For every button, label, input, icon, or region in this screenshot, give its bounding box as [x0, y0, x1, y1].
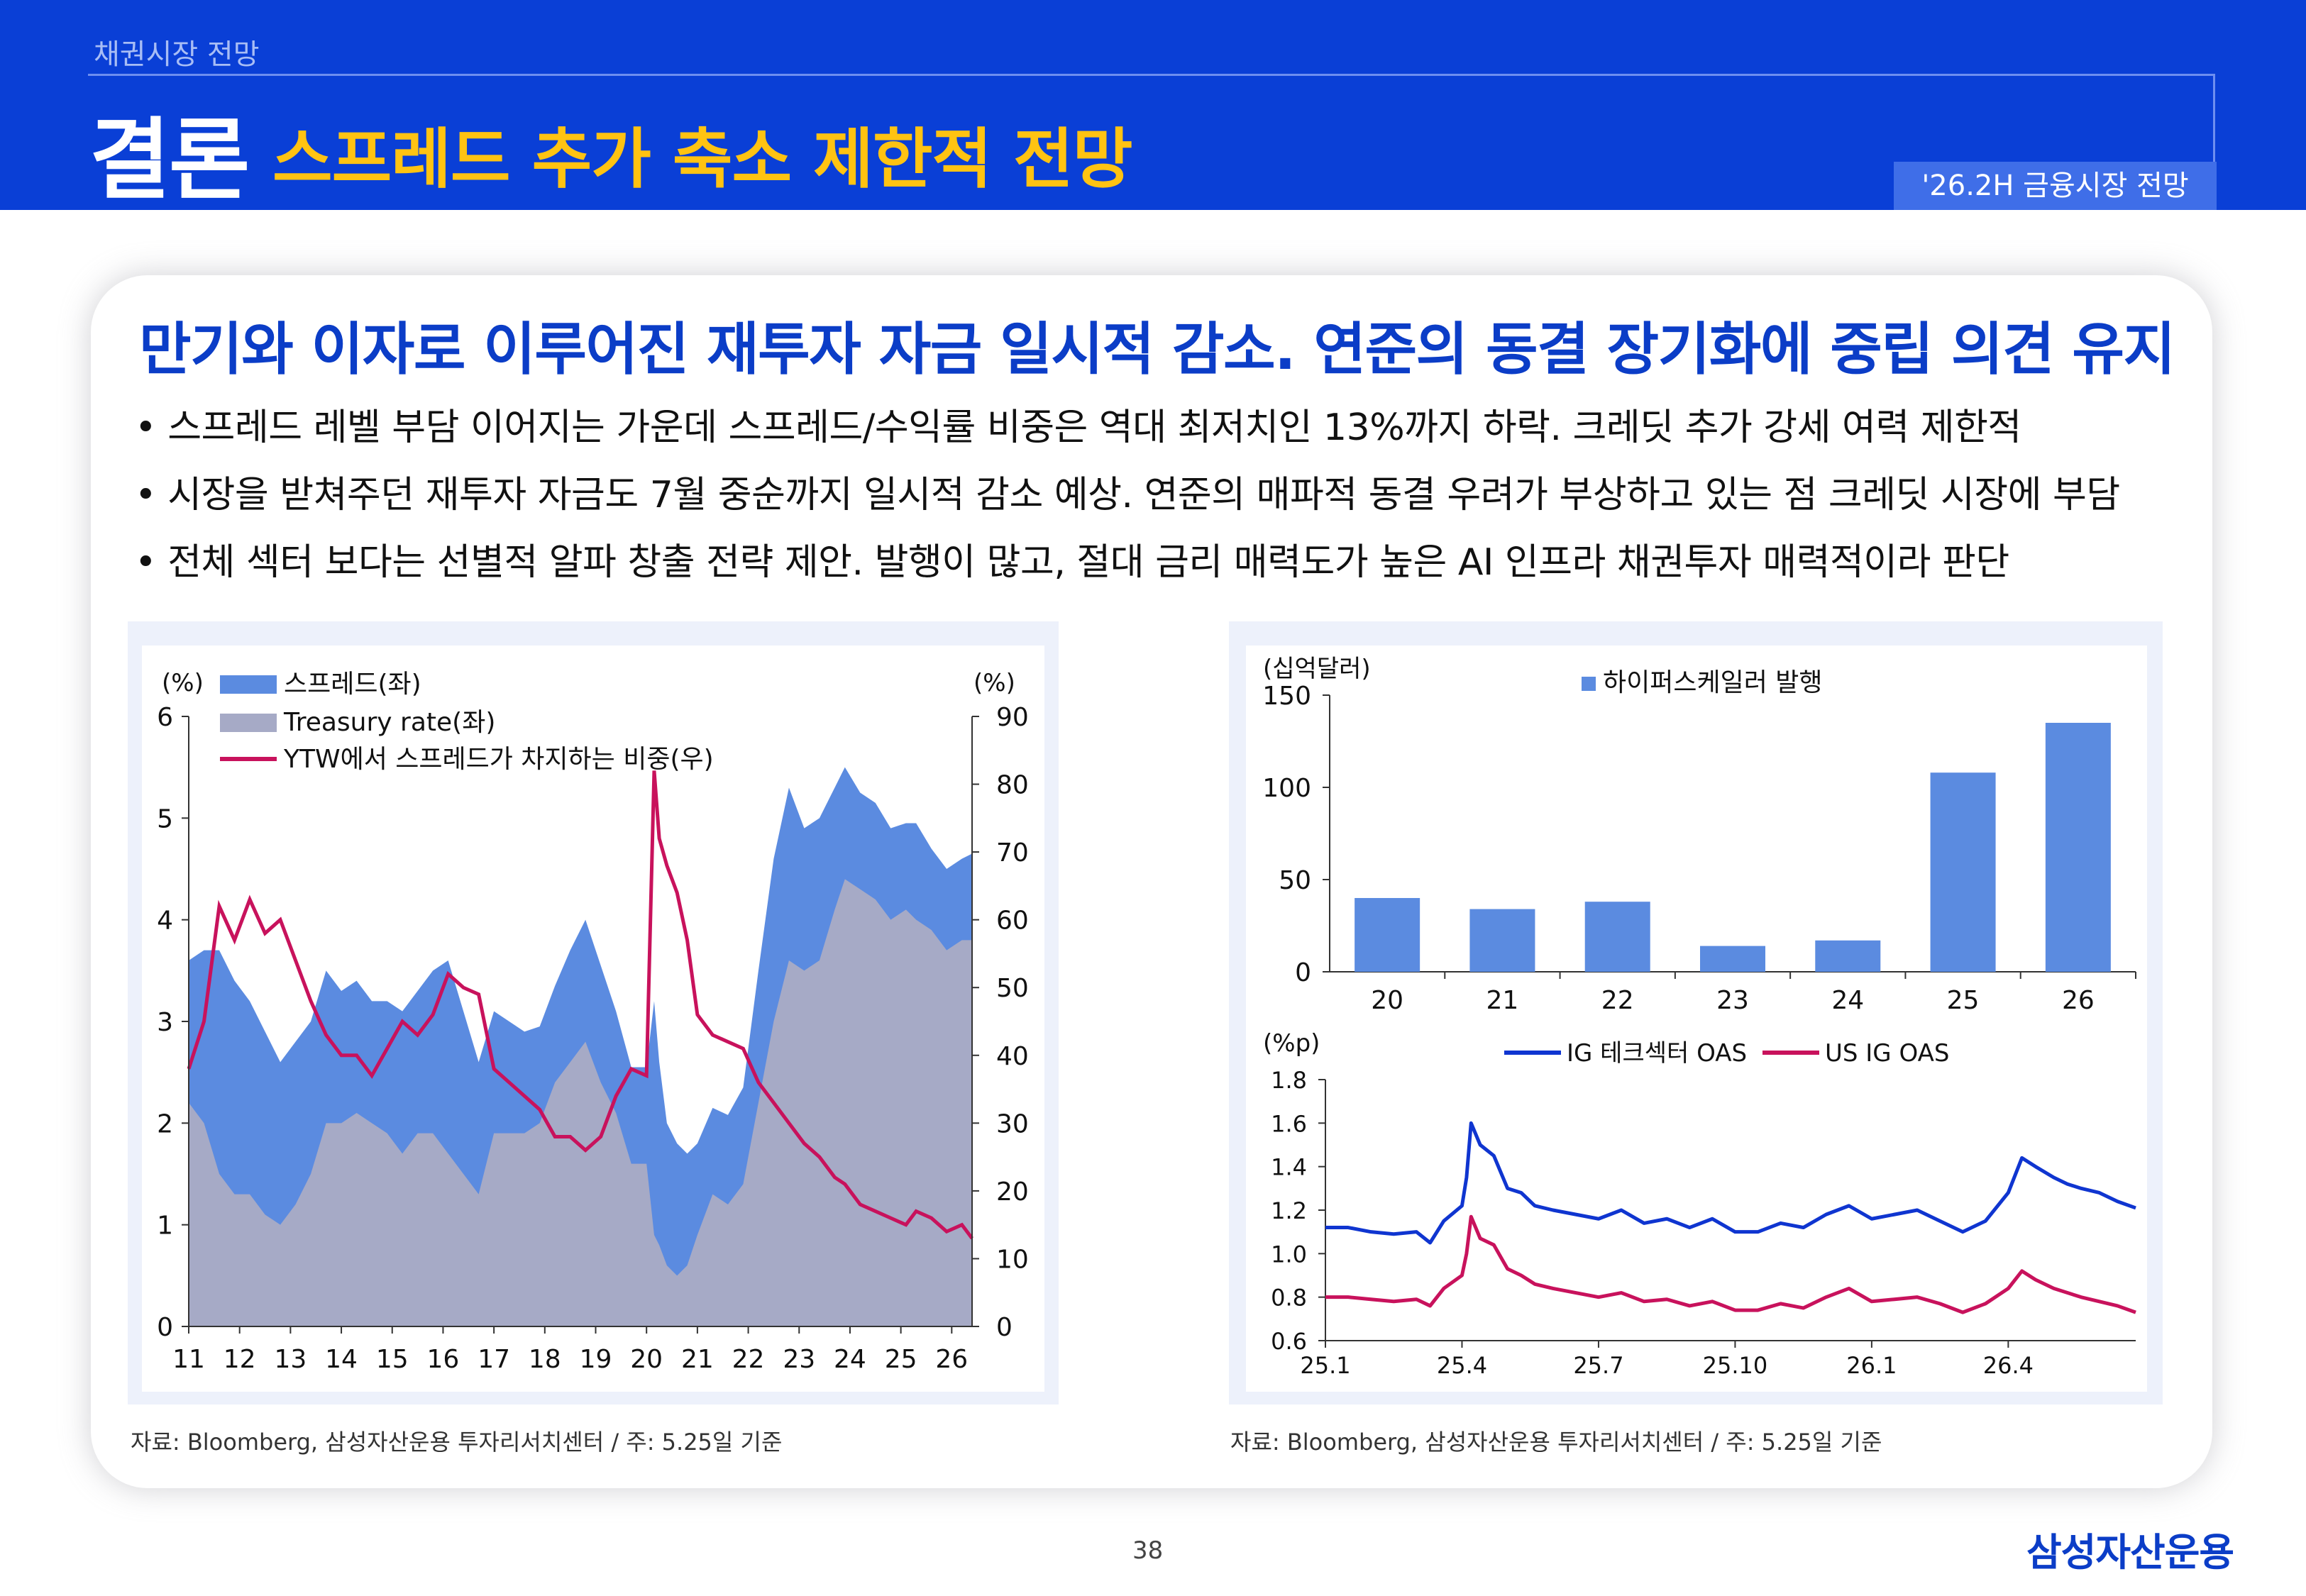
- right-unit-label: (%): [973, 669, 1015, 697]
- bar-24: [1815, 940, 1881, 972]
- x-tick-label: 15: [376, 1345, 409, 1374]
- line-x-tick-label: 26.4: [1983, 1352, 2034, 1379]
- x-tick-label: 26: [935, 1345, 968, 1374]
- x-tick-label: 22: [732, 1345, 765, 1374]
- right-chart-area: [1246, 645, 2147, 1392]
- bar-22: [1584, 902, 1650, 972]
- y-right-tick-label: 80: [996, 771, 1029, 800]
- y-left-tick-label: 3: [157, 1008, 173, 1037]
- bar-20: [1355, 898, 1420, 972]
- oas-line-ig-tech: [1325, 1121, 2136, 1245]
- bar-legend-swatch: [1582, 677, 1596, 691]
- y-right-tick-label: 0: [996, 1313, 1013, 1342]
- x-tick-label: 12: [224, 1345, 256, 1374]
- section-label: 채권시장 전망: [94, 38, 260, 71]
- x-tick-label: 14: [325, 1345, 358, 1374]
- line-y-tick-label: 0.8: [1271, 1285, 1307, 1312]
- y-left-tick-label: 4: [157, 907, 173, 936]
- oas-line-us-ig: [1325, 1214, 2136, 1314]
- bar-25: [1930, 772, 1996, 972]
- line-x-tick-label: 26.1: [1846, 1352, 1897, 1379]
- bullet-1: • 스프레드 레벨 부담 이어지는 가운데 스프레드/수익률 비중은 역대 최저…: [135, 406, 2021, 449]
- issuance-oas-chart: (십억달러) 0 50 100 150 20 21 22 23 24 25 26 하이퍼스케일러 발행 (…: [1262, 655, 2136, 1379]
- bar-legend-label: 하이퍼스케일러 발행: [1603, 668, 1823, 697]
- y-left-tick-label: 2: [157, 1109, 173, 1138]
- x-tick-label: 13: [274, 1345, 307, 1374]
- line-y-tick-label: 1.2: [1271, 1197, 1307, 1224]
- y-left-tick-label: 1: [157, 1212, 173, 1241]
- bar-x-label: 21: [1486, 986, 1519, 1015]
- x-tick-label: 25: [885, 1345, 917, 1374]
- bar-x-label: 22: [1601, 986, 1634, 1015]
- left-source-note: 자료: Bloomberg, 삼성자산운용 투자리서치센터 / 주: 5.25일…: [131, 1429, 783, 1456]
- y-left-tick-label: 5: [157, 804, 173, 833]
- bar-26: [2045, 723, 2111, 972]
- x-tick-label: 17: [478, 1345, 510, 1374]
- legend-label-spread: 스프레드(좌): [284, 670, 421, 699]
- x-tick-label: 16: [427, 1345, 460, 1374]
- y-left-tick-label: 0: [157, 1313, 173, 1342]
- page-number: 38: [1132, 1536, 1164, 1565]
- header-frame-line-right: [2213, 74, 2215, 162]
- bar-y-tick-label: 50: [1279, 866, 1311, 895]
- y-right-tick-label: 40: [996, 1042, 1029, 1071]
- y-right-tick-label: 70: [996, 838, 1029, 868]
- x-tick-label: 19: [580, 1345, 612, 1374]
- bar-x-label: 25: [1947, 986, 1980, 1015]
- right-source-note: 자료: Bloomberg, 삼성자산운용 투자리서치센터 / 주: 5.25일…: [1230, 1429, 1882, 1456]
- bar-x-label: 26: [2062, 986, 2095, 1015]
- company-logo: 삼성자산운용: [2026, 1530, 2234, 1575]
- bullet-3: • 전체 섹터 보다는 선별적 알파 창출 전략 제안. 발행이 많고, 절대 …: [135, 541, 2009, 584]
- bar-x-label: 23: [1716, 986, 1749, 1015]
- left-unit-label: (%): [162, 669, 204, 697]
- legend-label-ratio: YTW에서 스프레드가 차지하는 비중(우): [283, 745, 714, 774]
- y-right-tick-label: 10: [996, 1245, 1029, 1274]
- bullet-2: • 시장을 받쳐주던 재투자 자금도 7월 중순까지 일시적 감소 예상. 연준…: [135, 474, 2120, 516]
- line-y-tick-label: 0.6: [1271, 1328, 1307, 1355]
- line-y-tick-label: 1.4: [1271, 1154, 1307, 1181]
- bar-23: [1700, 946, 1765, 972]
- line-x-tick-label: 25.4: [1437, 1352, 1487, 1379]
- x-tick-label: 24: [834, 1345, 866, 1374]
- treasury-area: [189, 879, 972, 1326]
- y-right-tick-label: 90: [996, 703, 1029, 732]
- y-right-tick-label: 50: [996, 974, 1029, 1003]
- y-right-tick-label: 60: [996, 907, 1029, 936]
- header-frame-line: [88, 74, 2215, 76]
- line-y-tick-label: 1.0: [1271, 1241, 1307, 1268]
- bar-unit-label: (십억달러): [1263, 655, 1371, 683]
- line-x-tick-label: 25.10: [1703, 1352, 1768, 1379]
- legend-label-treasury: Treasury rate(좌): [283, 708, 495, 737]
- line-legend-label-ig-tech: IG 테크섹터 OAS: [1567, 1039, 1747, 1068]
- x-tick-label: 18: [529, 1345, 561, 1374]
- bar-y-tick-label: 0: [1295, 958, 1311, 987]
- y-right-tick-label: 30: [996, 1109, 1029, 1138]
- line-x-tick-label: 25.1: [1300, 1352, 1350, 1379]
- bar-x-label: 24: [1831, 986, 1864, 1015]
- page-title: 결론: [89, 109, 250, 211]
- legend-swatch-treasury: [220, 714, 277, 732]
- legend-swatch-spread: [220, 675, 277, 694]
- bar-y-tick-label: 150: [1262, 682, 1311, 711]
- card-headline: 만기와 이자로 이루어진 재투자 자금 일시적 감소. 연준의 동결 장기화에 …: [139, 316, 2175, 382]
- x-tick-label: 20: [630, 1345, 663, 1374]
- report-tag: '26.2H 금융시장 전망: [1894, 162, 2217, 210]
- y-right-tick-label: 20: [996, 1177, 1029, 1207]
- x-tick-label: 11: [172, 1345, 205, 1374]
- line-x-tick-label: 25.7: [1573, 1352, 1623, 1379]
- x-tick-label: 21: [681, 1345, 714, 1374]
- page-subtitle: 스프레드 추가 축소 제한적 전망: [272, 121, 1132, 197]
- bar-21: [1469, 909, 1535, 972]
- line-unit-label: (%p): [1263, 1029, 1320, 1058]
- x-tick-label: 23: [783, 1345, 815, 1374]
- line-y-tick-label: 1.8: [1271, 1067, 1307, 1094]
- line-legend-label-us-ig: US IG OAS: [1825, 1039, 1949, 1068]
- spread-share-line: [187, 770, 973, 1240]
- y-left-tick-label: 6: [157, 703, 173, 732]
- line-y-tick-label: 1.6: [1271, 1110, 1307, 1137]
- bar-y-tick-label: 100: [1262, 774, 1311, 803]
- bar-x-label: 20: [1371, 986, 1403, 1015]
